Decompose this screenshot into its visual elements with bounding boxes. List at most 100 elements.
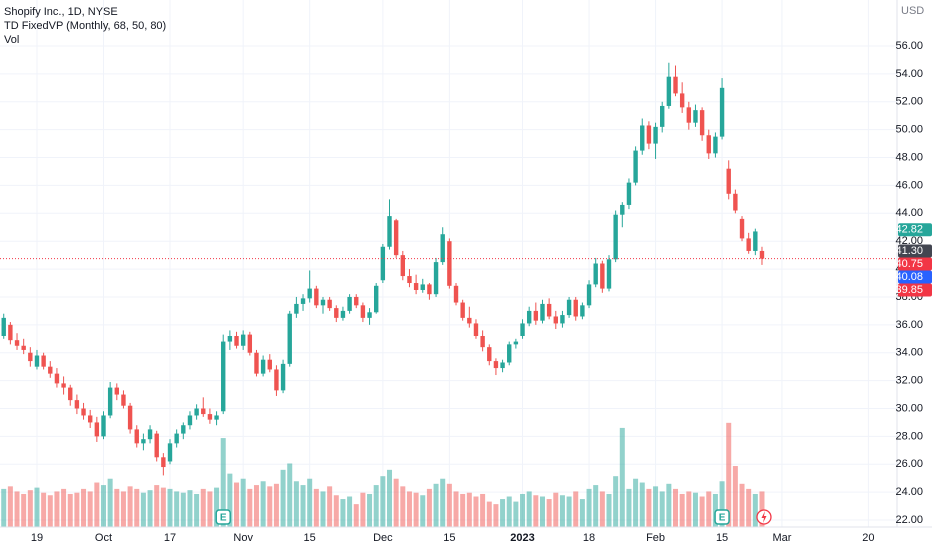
- volume-bar: [81, 488, 87, 527]
- chart-title: Shopify Inc., 1D, NYSE: [4, 6, 118, 18]
- x-tick-label: Oct: [95, 532, 112, 544]
- volume-bar: [147, 490, 153, 527]
- volume-bar: [7, 486, 13, 527]
- candle-body: [653, 126, 658, 144]
- volume-bar: [606, 493, 612, 527]
- volume-bar: [686, 491, 692, 527]
- candle-body: [613, 214, 618, 260]
- candle-body: [327, 299, 332, 309]
- candle-body: [513, 341, 519, 345]
- x-tick-label: 19: [31, 532, 43, 544]
- y-tick-label: 22.00: [895, 514, 923, 526]
- price-badge: [898, 270, 932, 284]
- volume-bar: [293, 481, 299, 527]
- volume-bar: [280, 469, 286, 527]
- volume-bar: [460, 493, 466, 527]
- volume-label: Vol: [4, 34, 19, 46]
- volume-bar: [234, 482, 240, 527]
- volume-bar: [393, 478, 399, 527]
- candle-body: [453, 285, 459, 303]
- candle-body: [14, 340, 20, 346]
- volume-bar: [506, 496, 512, 527]
- candle-body: [334, 308, 339, 318]
- volume-bar: [446, 483, 452, 527]
- candle-body: [553, 316, 558, 324]
- candle-body: [520, 323, 525, 336]
- candle-body: [194, 408, 199, 416]
- y-tick-label: 28.00: [895, 430, 923, 442]
- volume-bar: [593, 485, 599, 527]
- candle-body: [480, 335, 485, 348]
- x-tick-label: Mar: [772, 532, 791, 544]
- volume-bar: [752, 493, 758, 527]
- y-tick-label: 54.00: [895, 68, 923, 80]
- candle-body: [87, 415, 93, 423]
- candle-body: [759, 250, 765, 259]
- earnings-label: E: [719, 513, 726, 524]
- y-tick-label: 34.00: [895, 347, 923, 359]
- volume-bar: [586, 488, 592, 527]
- candle-body: [380, 246, 386, 281]
- candle-body: [8, 324, 13, 341]
- x-tick-label: 2023: [510, 532, 534, 544]
- volume-bar: [367, 493, 373, 527]
- volume-bar: [699, 496, 705, 527]
- candle-body: [107, 387, 113, 416]
- candle-body: [586, 284, 592, 306]
- volume-bar: [413, 492, 419, 527]
- candle-body: [61, 383, 66, 388]
- volume-bar: [613, 476, 619, 527]
- candle-body: [114, 387, 119, 395]
- x-tick-label: 15: [304, 532, 316, 544]
- candle-body: [706, 135, 711, 154]
- price-badge-label: 40.08: [895, 271, 923, 283]
- volume-bar: [500, 499, 506, 527]
- volume-bar: [453, 491, 459, 527]
- price-badge-label: 42.82: [895, 224, 923, 236]
- volume-bar: [387, 469, 393, 527]
- volume-bar: [673, 488, 679, 527]
- candle-body: [54, 373, 60, 384]
- volume-bar: [347, 496, 353, 527]
- volume-bar: [167, 488, 173, 527]
- volume-bar: [566, 496, 572, 527]
- volume-bar: [433, 483, 439, 527]
- volume-bar: [539, 496, 545, 527]
- volume-bar: [400, 486, 406, 527]
- volume-bar: [653, 486, 659, 527]
- candle-body: [393, 220, 399, 256]
- y-tick-label: 36.00: [895, 319, 923, 331]
- candle-body: [234, 335, 239, 346]
- candle-body: [753, 231, 758, 251]
- candle-body: [507, 344, 512, 363]
- volume-bar: [373, 485, 379, 527]
- candle-body: [440, 234, 445, 263]
- candle-body: [373, 285, 379, 313]
- candle-body: [247, 334, 253, 353]
- candle-body: [699, 110, 705, 136]
- volume-bar: [120, 491, 126, 527]
- volume-bar: [87, 491, 93, 527]
- candle-body: [420, 284, 425, 290]
- candle-body: [467, 317, 472, 324]
- candle-body: [347, 296, 352, 311]
- volume-bar: [67, 493, 73, 527]
- volume-bar: [573, 491, 579, 527]
- candle-body: [127, 405, 133, 430]
- volume-bar: [200, 488, 206, 527]
- currency: USD: [901, 5, 924, 17]
- earnings-label: E: [220, 513, 227, 524]
- volume-bar: [61, 488, 67, 527]
- candle-body: [1, 317, 6, 336]
- volume-bar: [134, 488, 140, 527]
- volume-bar: [21, 493, 27, 527]
- candle-body: [287, 313, 292, 364]
- y-tick-label: 24.00: [895, 486, 923, 498]
- y-tick-label: 32.00: [895, 375, 923, 387]
- volume-bar: [94, 482, 100, 527]
- volume-bar: [74, 492, 80, 527]
- candle-body: [693, 110, 698, 123]
- candle-body: [593, 263, 598, 285]
